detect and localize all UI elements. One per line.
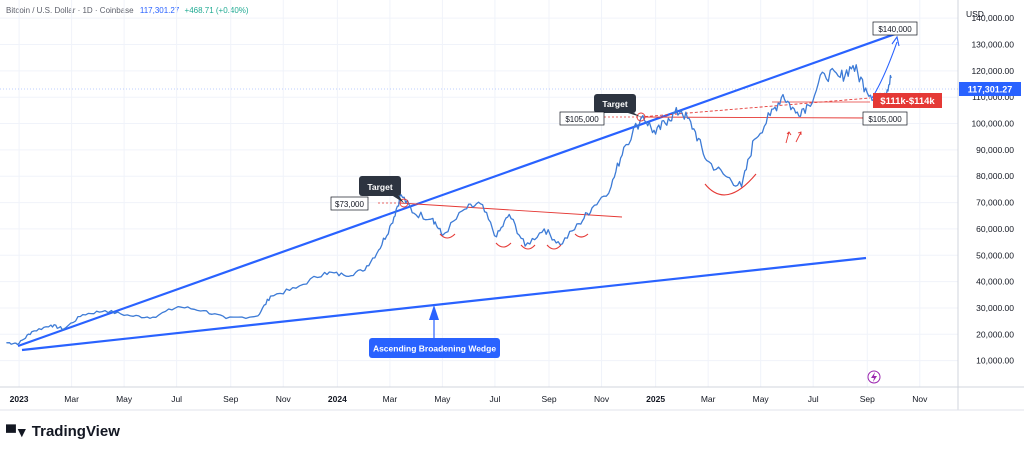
header-change: +468.71 (+0.40%): [184, 6, 249, 15]
tradingview-logo[interactable]: ▀▼ TradingView: [6, 423, 120, 440]
tv-mark-icon: ▀▼: [6, 423, 29, 440]
currency-label: USD: [966, 9, 984, 19]
price-axis[interactable]: 10,000.00 20,000.00 30,000.00 40,000.00 50,0…: [971, 13, 1014, 365]
tag-text: $140,000: [878, 25, 912, 34]
price-tick-label: 60,000.00: [976, 224, 1014, 234]
wedge-label-box: [369, 338, 500, 358]
price-tick-label: 120,000.00: [971, 66, 1014, 76]
time-tick-label: Sep: [541, 394, 556, 404]
current-price-text: 117,301.27: [968, 85, 1013, 95]
target-callout-2024[interactable]: Target: [359, 176, 404, 203]
peak-circle-2025: [636, 112, 646, 122]
price-tick-label: 90,000.00: [976, 145, 1014, 155]
target-callout-2025[interactable]: Target: [594, 94, 641, 117]
price-tick-label: 70,000.00: [976, 198, 1014, 208]
projection-arrowhead-icon: [891, 35, 900, 47]
arc-mark: [520, 244, 536, 250]
resistance-line-105k[interactable]: [639, 116, 871, 119]
price-tick-label: 110,000.00: [972, 92, 1014, 102]
wedge-upper-line[interactable]: [17, 31, 899, 348]
time-tick-label: Nov: [912, 394, 928, 404]
price-tick-label: 100,000.00: [971, 119, 1014, 129]
price-tick-label: 50,000.00: [976, 250, 1014, 260]
symbol-line: Bitcoin / U.S. Dollar · 1D · Coinbase: [6, 6, 134, 15]
callout-box: [594, 94, 636, 113]
time-tick-label: Nov: [276, 394, 292, 404]
current-price-axis-label: 117,301.27: [959, 82, 1021, 96]
price-tag-140k[interactable]: $140,000: [872, 21, 918, 36]
price-tag-105k-left[interactable]: $105,000: [559, 111, 605, 126]
peak-circle-2024: [399, 198, 409, 208]
target-label: Target: [602, 99, 628, 109]
arc-mark: [546, 244, 562, 250]
support-arcs: [439, 173, 757, 250]
arc-mark: [439, 233, 456, 239]
range-badge-box: [873, 93, 942, 108]
tag-text: $105,000: [868, 115, 902, 124]
time-tick-label: Jul: [489, 394, 500, 404]
current-price-box: [959, 82, 1021, 96]
tag-box: [862, 111, 908, 126]
time-tick-label: 2023: [10, 394, 29, 404]
lightning-badge-icon[interactable]: [867, 370, 881, 384]
price-tick-label: 20,000.00: [976, 329, 1014, 339]
time-tick-label: May: [116, 394, 133, 404]
header-price: 117,301.27: [139, 6, 180, 15]
time-tick-label: Jul: [808, 394, 819, 404]
up-arrow-icon: [785, 131, 792, 144]
projection-arrow[interactable]: [871, 41, 898, 99]
time-tick-label: 2024: [328, 394, 347, 404]
time-tick-label: Mar: [64, 394, 79, 404]
target-label: Target: [367, 182, 393, 192]
time-tick-label: Mar: [383, 394, 398, 404]
reaction-arrows: [785, 131, 802, 144]
cup-arc: [704, 173, 757, 196]
price-tick-label: 130,000.00: [971, 40, 1014, 50]
tag-box: [559, 111, 605, 126]
wedge-label-callout[interactable]: Ascending Broadening Wedge: [369, 305, 500, 358]
tag-text: $105,000: [565, 115, 599, 124]
up-arrow-icon: [795, 131, 802, 143]
symbol-header: Bitcoin / U.S. Dollar · 1D · Coinbase 11…: [6, 6, 249, 15]
range-badge-text: $111k-$114k: [880, 96, 935, 107]
time-tick-label: Sep: [860, 394, 875, 404]
grid: [0, 0, 958, 387]
tag-box: [872, 21, 918, 36]
time-axis[interactable]: 2023 Mar May Jul Sep Nov 2024 Mar May Jul Sep Nov 20…: [10, 394, 928, 404]
callout-pointer: [393, 196, 404, 203]
tag-box: [330, 196, 369, 211]
price-tag-105k-right[interactable]: $105,000: [862, 111, 908, 126]
time-tick-label: 2025: [646, 394, 665, 404]
time-tick-label: Mar: [701, 394, 716, 404]
price-series-line[interactable]: [6, 64, 892, 346]
arc-mark: [495, 242, 512, 248]
price-tick-label: 30,000.00: [976, 303, 1014, 313]
arc-mark: [574, 233, 589, 238]
price-tick-label: 10,000.00: [976, 356, 1014, 366]
wedge-label-pointer: [429, 305, 439, 320]
callout-box: [359, 176, 401, 196]
callout-pointer: [628, 113, 641, 117]
time-tick-label: Jul: [171, 394, 182, 404]
price-tag-73k[interactable]: $73,000: [330, 196, 369, 211]
price-tick-label: 40,000.00: [976, 277, 1014, 287]
time-tick-label: May: [753, 394, 770, 404]
price-tick-label: 140,000.00: [971, 13, 1014, 23]
time-tick-label: May: [434, 394, 451, 404]
wedge-label-text: Ascending Broadening Wedge: [373, 344, 496, 354]
brand-name: TradingView: [31, 423, 120, 440]
time-tick-label: Sep: [223, 394, 238, 404]
price-tick-label: 80,000.00: [976, 171, 1014, 181]
time-tick-label: Nov: [594, 394, 610, 404]
tag-text: $73,000: [335, 200, 364, 209]
trend-dashed-line[interactable]: [639, 97, 871, 118]
range-badge[interactable]: $111k-$114k: [873, 93, 942, 108]
wedge-lower-line[interactable]: [21, 256, 867, 352]
